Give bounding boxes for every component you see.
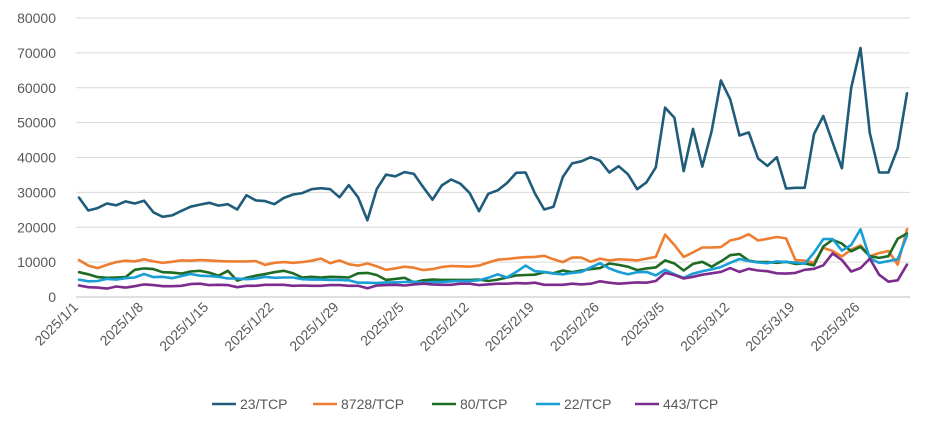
- series-line-22-tcp: [77, 228, 909, 285]
- x-tick-label: 2025/1/29: [286, 299, 342, 355]
- series-line-8728-tcp: [77, 228, 909, 272]
- legend-label: 80/TCP: [460, 396, 507, 412]
- x-tick-label: 2025/1/22: [221, 299, 277, 355]
- legend: 23/TCP 8728/TCP 80/TCP 22/TCP 443/TCP: [212, 396, 718, 412]
- y-tick-label: 30000: [17, 184, 56, 200]
- x-tick-label: 2025/3/5: [617, 299, 667, 349]
- x-tick-label: 2025/2/19: [482, 299, 538, 355]
- legend-label: 23/TCP: [240, 396, 287, 412]
- y-tick-label: 80000: [17, 10, 56, 26]
- y-tick-label: 20000: [17, 219, 56, 235]
- x-tick-label: 2025/2/26: [547, 299, 603, 355]
- x-tick-label: 2025/2/12: [416, 299, 472, 355]
- x-axis-tick-labels: 2025/1/1 2025/1/8 2025/1/15 2025/1/22 2025/1…: [31, 299, 862, 355]
- legend-item: 443/TCP: [635, 396, 718, 412]
- series-line-443-tcp: [77, 252, 909, 290]
- y-tick-label: 40000: [17, 150, 56, 166]
- y-tick-label: 50000: [17, 115, 56, 131]
- legend-item: 22/TCP: [536, 396, 611, 412]
- x-tick-label: 2025/3/12: [677, 299, 733, 355]
- y-axis-tick-labels: 0 10000 20000 30000 40000 50000 60000 70000 8000…: [17, 10, 56, 305]
- legend-item: 8728/TCP: [313, 396, 404, 412]
- x-tick-label: 2025/1/15: [156, 299, 212, 355]
- legend-label: 443/TCP: [663, 396, 718, 412]
- y-tick-label: 10000: [17, 254, 56, 270]
- legend-item: 80/TCP: [432, 396, 507, 412]
- y-tick-label: 60000: [17, 80, 56, 96]
- gridlines: [76, 17, 910, 263]
- x-tick-label: 2025/1/1: [31, 299, 81, 349]
- x-tick-label: 2025/3/19: [742, 299, 798, 355]
- x-tick-label: 2025/2/5: [357, 299, 407, 349]
- legend-item: 23/TCP: [212, 396, 287, 412]
- series-lines: [77, 46, 909, 290]
- legend-label: 22/TCP: [564, 396, 611, 412]
- legend-label: 8728/TCP: [341, 396, 404, 412]
- y-tick-label: 0: [48, 289, 56, 305]
- x-tick-label: 2025/1/8: [96, 299, 146, 349]
- series-line-23-tcp: [77, 46, 909, 222]
- y-tick-label: 70000: [17, 45, 56, 61]
- x-tick-label: 2025/3/26: [807, 299, 863, 355]
